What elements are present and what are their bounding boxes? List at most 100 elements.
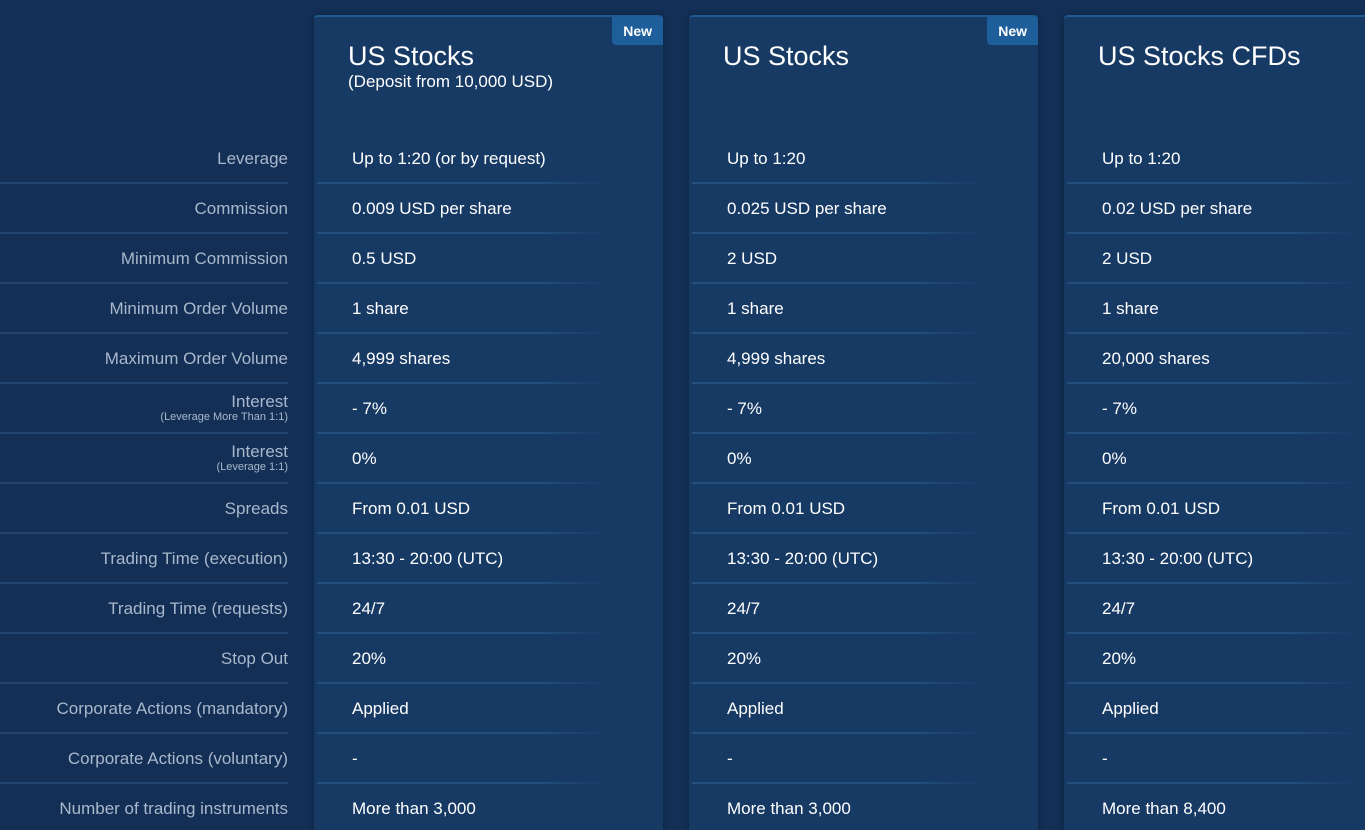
plan-cell-value: 4,999 shares: [727, 349, 826, 368]
row-label-text: Interest: [231, 442, 288, 461]
row-label-text: Leverage: [217, 149, 288, 168]
plan-cell-value: 1 share: [352, 299, 409, 318]
row-label-text: Corporate Actions (mandatory): [56, 699, 289, 718]
cell-divider: [317, 182, 607, 184]
row-label-subtext: (Leverage More Than 1:1): [160, 411, 288, 423]
plan-cell: 1 share: [692, 284, 982, 334]
plan-cell: 24/7: [317, 584, 607, 634]
plan-cell: 13:30 - 20:00 (UTC): [1067, 534, 1357, 584]
row-label: Number of trading instruments: [0, 784, 288, 830]
plan-cell-value: 2 USD: [727, 249, 778, 268]
plan-cell: 0.02 USD per share: [1067, 184, 1357, 234]
cell-divider: [317, 282, 607, 284]
plan-cell: Up to 1:20: [692, 134, 982, 184]
cell-divider: [317, 632, 607, 634]
plan-cell: 20%: [1067, 634, 1357, 684]
row-label: Trading Time (requests): [0, 584, 288, 634]
row-label-text: Commission: [194, 199, 288, 218]
plan-cell: 1 share: [1067, 284, 1357, 334]
row-label-text: Minimum Commission: [120, 249, 288, 268]
row-divider: [0, 282, 288, 284]
cell-divider: [1067, 482, 1357, 484]
plan-cell-value: Applied: [1102, 699, 1159, 718]
plan-cell-value: 1 share: [1102, 299, 1159, 318]
plan-cell-value: 0%: [1102, 449, 1127, 468]
cell-divider: [1067, 282, 1357, 284]
plan-cell: - 7%: [692, 384, 982, 434]
plan-cell-value: 4,999 shares: [352, 349, 451, 368]
plan-column-us-stocks-cfds: US Stocks CFDs Up to 1:20 0.02 USD per sh…: [1064, 15, 1365, 830]
row-label: Maximum Order Volume: [0, 334, 288, 384]
plan-cell-value: 24/7: [727, 599, 761, 618]
plan-cell-value: 0.025 USD per share: [727, 199, 887, 218]
plan-cell: From 0.01 USD: [317, 484, 607, 534]
plan-cell: 2 USD: [1067, 234, 1357, 284]
plan-cell-value: -: [1102, 749, 1108, 768]
plan-title: US Stocks: [723, 41, 850, 71]
plan-cell-value: 20,000 shares: [1102, 349, 1210, 368]
plan-cell: Applied: [317, 684, 607, 734]
plan-cell: Up to 1:20: [1067, 134, 1357, 184]
plan-cell: 24/7: [692, 584, 982, 634]
cell-divider: [1067, 632, 1357, 634]
plan-cell-value: Applied: [727, 699, 784, 718]
plan-cell-value: 20%: [1102, 649, 1137, 668]
plan-cell-value: More than 3,000: [727, 799, 851, 818]
cell-divider: [317, 532, 607, 534]
row-label-text: Maximum Order Volume: [104, 349, 288, 368]
cell-divider: [317, 232, 607, 234]
cell-divider: [1067, 182, 1357, 184]
plan-cell-value: More than 3,000: [352, 799, 476, 818]
plan-cell-value: From 0.01 USD: [352, 499, 471, 518]
plan-cell: 4,999 shares: [317, 334, 607, 384]
row-label: (Leverage More Than 1:1) Interest: [0, 384, 288, 434]
plan-cell: Applied: [1067, 684, 1357, 734]
cell-divider: [317, 432, 607, 434]
plan-cell: 4,999 shares: [692, 334, 982, 384]
plan-cell-value: 2 USD: [1102, 249, 1153, 268]
plan-cell-value: 1 share: [727, 299, 784, 318]
plan-title: US Stocks CFDs: [1098, 41, 1301, 71]
plan-cell-value: 0%: [352, 449, 377, 468]
cell-divider: [317, 482, 607, 484]
row-divider: [0, 382, 288, 384]
plan-cell-value: -: [727, 749, 733, 768]
plan-cell: 0%: [692, 434, 982, 484]
plan-cell: 1 share: [317, 284, 607, 334]
cell-divider: [1067, 732, 1357, 734]
plan-cell-value: 24/7: [1102, 599, 1136, 618]
plan-cell-value: -: [352, 749, 358, 768]
row-label-text: Number of trading instruments: [59, 799, 288, 818]
cell-divider: [692, 382, 982, 384]
plan-cell: - 7%: [1067, 384, 1357, 434]
plan-cell-value: 13:30 - 20:00 (UTC): [727, 549, 879, 568]
plan-cell-value: 0%: [727, 449, 752, 468]
plan-subtitle: (Deposit from 10,000 USD): [348, 72, 554, 91]
row-label: Corporate Actions (mandatory): [0, 684, 288, 734]
cell-divider: [692, 632, 982, 634]
plan-cell-value: Up to 1:20: [727, 149, 806, 168]
row-divider: [0, 432, 288, 434]
cell-divider: [1067, 582, 1357, 584]
cell-divider: [1067, 382, 1357, 384]
plan-cell-value: From 0.01 USD: [1102, 499, 1221, 518]
row-label: Spreads: [0, 484, 288, 534]
plan-cell-value: Applied: [352, 699, 409, 718]
row-divider: [0, 782, 288, 784]
plan-cell-value: Up to 1:20 (or by request): [352, 149, 546, 168]
row-label-text: Corporate Actions (voluntary): [67, 749, 288, 768]
row-divider: [0, 682, 288, 684]
plan-cell: 24/7: [1067, 584, 1357, 634]
cell-divider: [1067, 232, 1357, 234]
plan-cell-value: 0.02 USD per share: [1102, 199, 1253, 218]
row-label-text: Minimum Order Volume: [109, 299, 288, 318]
plan-cell-value: - 7%: [1102, 399, 1137, 418]
plan-cell: 20,000 shares: [1067, 334, 1357, 384]
row-label-text: Trading Time (requests): [108, 599, 288, 618]
plan-cell: 13:30 - 20:00 (UTC): [692, 534, 982, 584]
plan-cell: - 7%: [317, 384, 607, 434]
cell-divider: [692, 532, 982, 534]
plan-cell-value: More than 8,400: [1102, 799, 1226, 818]
row-label: Trading Time (execution): [0, 534, 288, 584]
